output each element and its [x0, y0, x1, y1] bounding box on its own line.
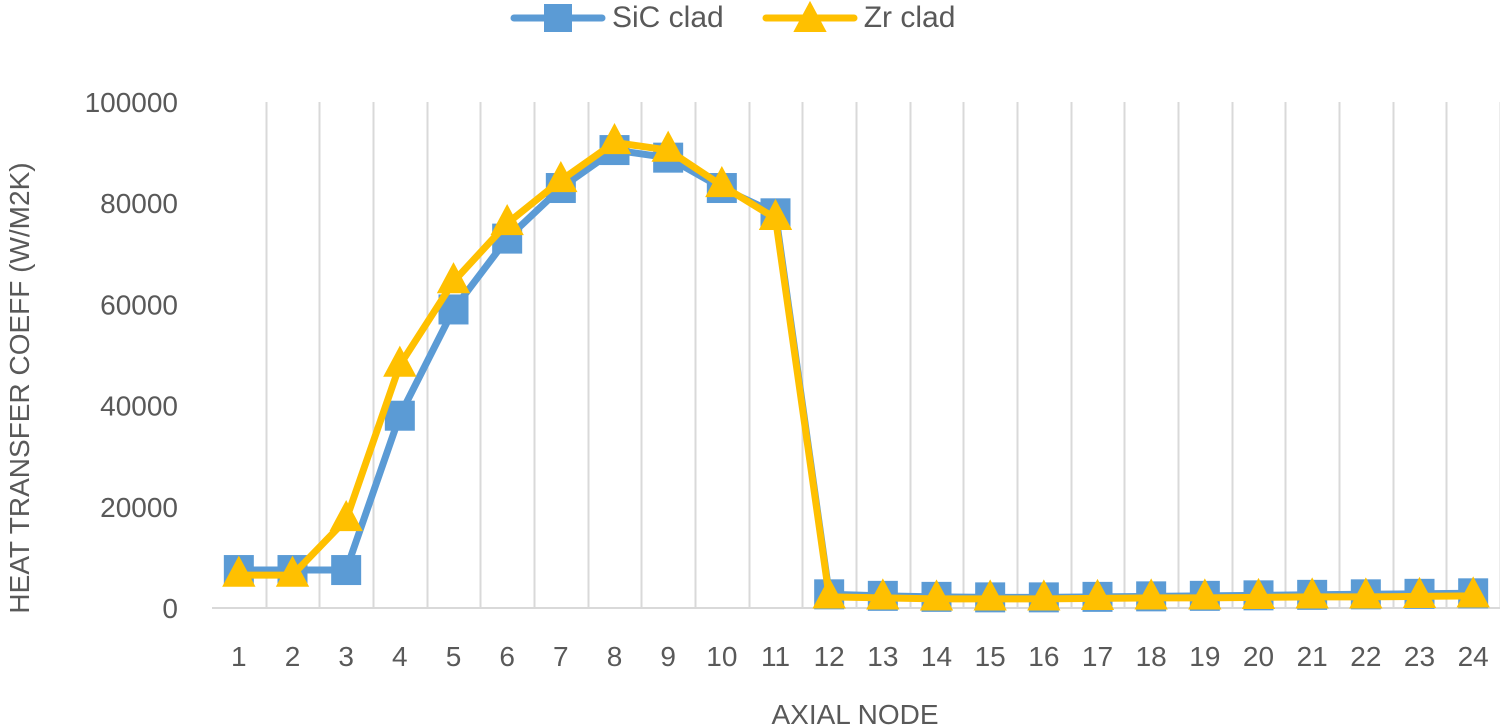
- data-point-marker: [384, 400, 415, 431]
- data-point-marker: [651, 130, 685, 162]
- y-tick-label: 40000: [100, 391, 178, 422]
- data-point-marker: [275, 555, 310, 587]
- series-zr-clad: [222, 123, 1490, 611]
- data-point-marker: [490, 203, 524, 236]
- x-tick-label: 22: [1350, 641, 1381, 672]
- legend-item-sic-clad: SiC clad: [510, 0, 724, 36]
- data-point-marker: [438, 294, 469, 325]
- data-point-marker: [544, 160, 578, 193]
- data-point-marker: [1241, 577, 1276, 610]
- x-tick-label: 17: [1082, 641, 1113, 672]
- x-tick-label: 19: [1189, 641, 1220, 672]
- y-tick-label: 20000: [100, 492, 178, 523]
- gridlines: [265, 102, 1500, 608]
- x-tick-label: 20: [1243, 641, 1274, 672]
- data-point-marker: [758, 198, 793, 231]
- x-tick-label: 14: [921, 641, 952, 672]
- data-point-marker: [1349, 577, 1383, 609]
- x-tick-label: 7: [553, 641, 569, 672]
- data-point-marker: [1456, 576, 1490, 608]
- data-point-marker: [383, 345, 417, 377]
- data-point-marker: [222, 555, 256, 587]
- x-tick-label: 8: [607, 641, 623, 672]
- y-tick-label: 60000: [100, 289, 178, 320]
- x-tick-label: 23: [1404, 641, 1435, 672]
- x-tick-label: 18: [1136, 641, 1167, 672]
- x-tick-label: 16: [1028, 641, 1059, 672]
- data-point-marker: [973, 579, 1007, 611]
- data-point-marker: [1080, 578, 1115, 611]
- data-point-marker: [436, 262, 471, 294]
- data-point-marker: [331, 555, 362, 586]
- x-tick-label: 13: [867, 641, 898, 672]
- x-tick-label: 5: [446, 641, 462, 672]
- series-layer: [222, 123, 1490, 613]
- data-point-marker: [812, 577, 846, 609]
- y-tick-label: 80000: [100, 188, 178, 219]
- x-tick-label: 3: [338, 641, 354, 672]
- x-tick-label: 4: [392, 641, 408, 672]
- y-axis-title: HEAT TRANSFER COEFF (W/M2K): [4, 162, 35, 613]
- x-tick-label: 12: [814, 641, 845, 672]
- data-point-marker: [1027, 579, 1061, 611]
- data-point-marker: [705, 166, 739, 198]
- x-axis-title: AXIAL NODE: [771, 699, 938, 727]
- data-point-marker: [919, 579, 954, 611]
- x-tick-label: 15: [975, 641, 1006, 672]
- x-tick-label: 1: [231, 641, 247, 672]
- x-tick-label: 21: [1297, 641, 1328, 672]
- x-tick-label: 6: [499, 641, 515, 672]
- x-tick-label: 24: [1458, 641, 1489, 672]
- y-tick-label: 0: [162, 593, 178, 624]
- data-point-marker: [329, 499, 363, 532]
- x-tick-label: 9: [660, 641, 676, 672]
- legend-swatch-sic-clad: [510, 4, 606, 32]
- data-point-marker: [1134, 578, 1168, 610]
- data-point-marker: [1188, 578, 1222, 610]
- legend-label-sic-clad: SiC clad: [612, 1, 724, 34]
- data-point-marker: [1295, 577, 1329, 609]
- legend-swatch-zr-clad: [762, 0, 858, 32]
- data-point-marker: [597, 123, 632, 155]
- x-tick-label: 11: [761, 641, 790, 672]
- x-tick-label: 2: [285, 641, 301, 672]
- legend-label-zr-clad: Zr clad: [863, 1, 956, 34]
- legend-item-zr-clad: Zr clad: [762, 0, 956, 36]
- data-point-marker: [1402, 576, 1437, 609]
- legend: SiC clad Zr clad: [510, 0, 955, 36]
- y-tick-label: 100000: [85, 87, 178, 118]
- x-tick-label: 10: [706, 641, 737, 672]
- data-point-marker: [866, 578, 900, 610]
